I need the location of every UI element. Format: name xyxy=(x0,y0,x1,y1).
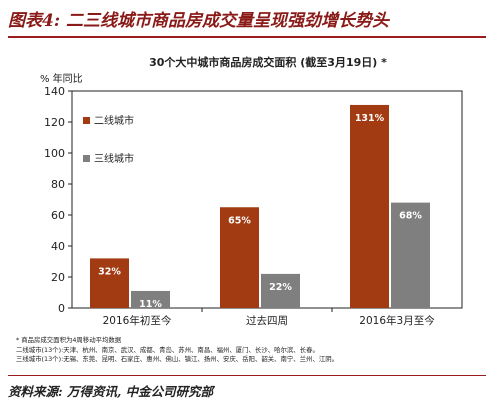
bar xyxy=(391,202,430,308)
chart-notes: * 商品房成交面积为4周移动平均数据 二线城市(13个):天津、杭州、南京、武汉… xyxy=(16,336,338,365)
data-label: 131% xyxy=(355,113,385,124)
figure-title: 图表4: 二三线城市商品房成交量呈现强劲增长势头 xyxy=(8,11,390,31)
y-tick-label: 40 xyxy=(51,240,65,253)
legend-swatch xyxy=(83,155,90,162)
note-line: 二线城市(13个):天津、杭州、南京、武汉、成都、青岛、苏州、南昌、福州、厦门、… xyxy=(16,345,319,354)
y-tick-label: 0 xyxy=(58,302,65,315)
legend-swatch xyxy=(83,117,90,124)
y-axis-label: % 年同比 xyxy=(40,72,83,85)
y-tick-label: 20 xyxy=(51,271,65,284)
data-label: 22% xyxy=(269,282,292,293)
bar xyxy=(131,290,170,308)
source-rule xyxy=(8,375,486,376)
y-tick-label: 120 xyxy=(44,116,65,129)
x-tick-label: 2016年初至今 xyxy=(103,314,172,327)
note-line: 三线城市(13个):无锡、东莞、昆明、石家庄、惠州、佛山、镇江、扬州、安庆、岳阳… xyxy=(16,355,339,363)
data-label: 32% xyxy=(98,266,121,277)
bar xyxy=(90,258,129,308)
data-label: 11% xyxy=(139,299,162,310)
y-tick-label: 80 xyxy=(51,178,65,191)
y-tick-label: 140 xyxy=(44,85,65,98)
source-note: 资料来源: 万得资讯, 中金公司研究部 xyxy=(8,384,214,399)
data-label: 65% xyxy=(228,215,251,226)
bar xyxy=(350,104,389,308)
plot-area: 0 20 40 60 80 100 120 140 2016年初至今 32% 11% 过去四周 65% 2… xyxy=(44,85,463,327)
bar xyxy=(220,207,259,308)
chart-title: 30个大中城市商品房成交面积 (截至3月19日) * xyxy=(149,55,387,69)
y-tick-label: 100 xyxy=(44,147,65,160)
legend-label: 三线城市 xyxy=(94,152,134,165)
legend-label: 二线城市 xyxy=(94,114,134,127)
bar xyxy=(261,273,300,308)
data-label: 68% xyxy=(399,211,422,222)
y-tick-label: 60 xyxy=(51,209,65,222)
x-tick-label: 过去四周 xyxy=(246,314,288,327)
title-rule xyxy=(8,36,486,38)
note-line: * 商品房成交面积为4周移动平均数据 xyxy=(16,336,122,344)
x-tick-label: 2016年3月至今 xyxy=(359,314,435,327)
